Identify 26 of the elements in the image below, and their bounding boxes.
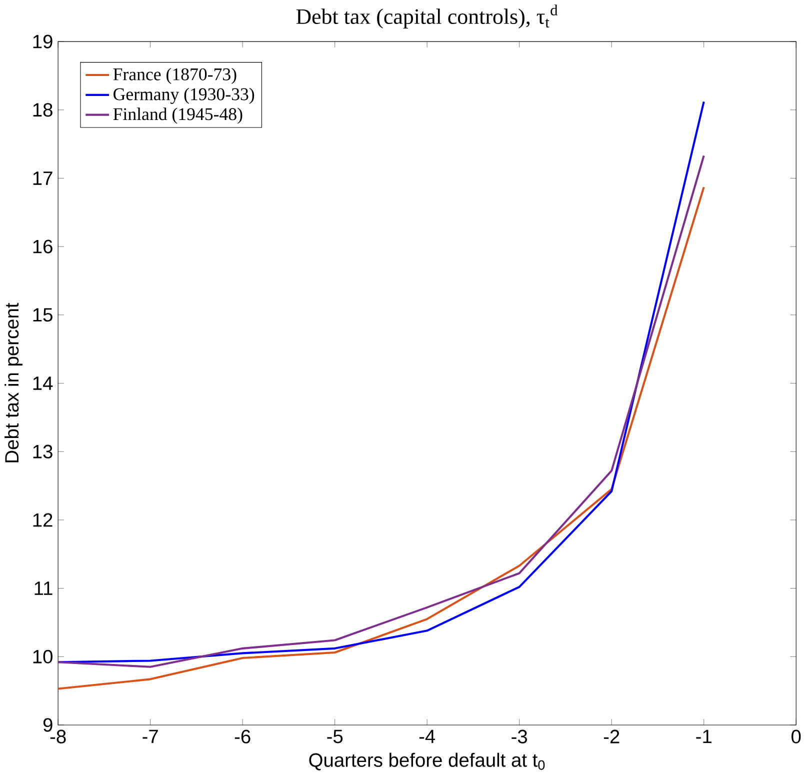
x-tick-label: 0 xyxy=(792,730,801,744)
y-tick-label: 17 xyxy=(33,172,52,185)
y-tick-label: 9 xyxy=(43,718,52,732)
y-axis-title: Debt tax in percent xyxy=(4,302,22,462)
y-tick-label: 18 xyxy=(33,103,52,117)
x-axis-title: Quarters before default at t$_{0}$ xyxy=(309,752,545,770)
chart-title: Debt tax (capital controls), τ$_{t}$d xyxy=(296,4,558,29)
y-tick-label: 16 xyxy=(33,240,52,254)
y-tick-label: 10 xyxy=(33,650,52,664)
x-tick-label: -6 xyxy=(234,730,250,744)
y-tick-label: 19 xyxy=(33,34,52,48)
y-tick-label: 13 xyxy=(33,444,52,458)
y-tick-label: 14 xyxy=(33,376,53,390)
x-tick-label: -1 xyxy=(696,730,712,744)
x-tick-label: -7 xyxy=(142,730,158,744)
y-tick-label: 15 xyxy=(33,308,52,322)
x-tick-label: -5 xyxy=(327,730,343,744)
x-tick-label: -8 xyxy=(50,730,66,744)
legend-label: Finland (1945-48) xyxy=(113,108,242,124)
y-tick-label: 12 xyxy=(33,513,52,527)
legend-label: Germany (1930-33) xyxy=(114,88,254,104)
y-tick-label: 11 xyxy=(34,582,52,595)
legend-label: France (1870-73) xyxy=(113,68,236,84)
x-tick-label: -2 xyxy=(604,730,620,744)
x-tick-label: -3 xyxy=(512,730,528,744)
x-tick-label: -4 xyxy=(419,730,436,744)
